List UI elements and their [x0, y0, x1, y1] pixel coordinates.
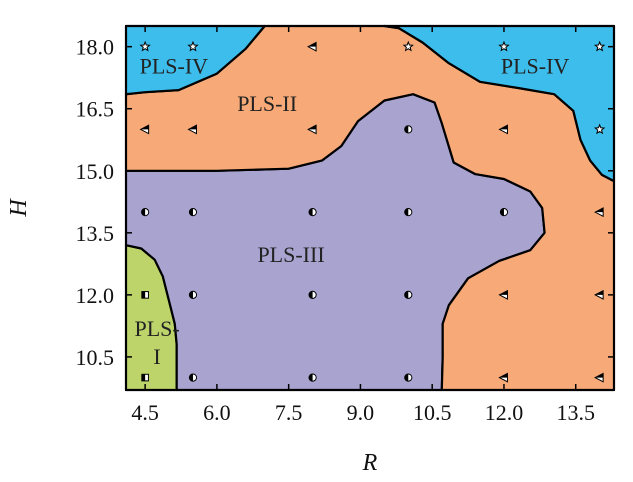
data-point-triangle-28: [498, 372, 508, 383]
y-tick-label-2: 13.5: [76, 221, 115, 246]
data-point-triangle-2: [307, 41, 317, 52]
data-point-triangle-29: [594, 372, 604, 383]
x-axis-title: R: [362, 450, 378, 476]
region-label-2: PLS-II: [237, 91, 297, 116]
data-point-circle-14: [308, 208, 317, 217]
data-point-triangle-7: [187, 124, 197, 135]
y-tick-label-4: 16.5: [76, 97, 115, 122]
y-tick-label-3: 15.0: [76, 159, 115, 184]
data-point-triangle-17: [594, 207, 604, 218]
data-point-circle-25: [188, 373, 198, 382]
data-point-star-0: [139, 40, 151, 52]
region-pls-iv-4: [383, 24, 616, 183]
region-label-3: PLS-III: [257, 242, 324, 267]
data-point-circle-27: [404, 373, 413, 382]
data-point-star-11: [593, 123, 606, 135]
points-layer: [139, 40, 606, 383]
region-label-4: PLS-I: [134, 316, 179, 369]
x-tick-label-4: 10.5: [413, 400, 452, 425]
region-label-1: PLS-IV: [501, 54, 570, 79]
region-labels-layer: PLS-IV PLS-IV PLS-II PLS-III PLS-I: [134, 54, 569, 370]
y-tick-label-1: 12.0: [76, 283, 115, 308]
data-point-star-1: [187, 40, 199, 52]
region-label-0: PLS-IV: [140, 54, 209, 79]
data-point-star-4: [498, 40, 510, 52]
y-tick-label-5: 18.0: [76, 35, 115, 60]
data-point-star-5: [593, 40, 606, 52]
x-tick-label-2: 7.5: [275, 400, 303, 425]
data-point-square-24: [141, 373, 149, 382]
data-point-triangle-23: [594, 289, 604, 300]
data-point-circle-9: [404, 125, 413, 134]
data-point-triangle-10: [498, 124, 508, 135]
data-point-circle-13: [188, 208, 198, 217]
data-point-circle-26: [308, 373, 317, 382]
x-tick-label-6: 13.5: [556, 400, 595, 425]
x-tick-label-5: 12.0: [485, 400, 524, 425]
data-point-circle-21: [404, 290, 413, 299]
data-point-star-3: [402, 40, 414, 52]
data-point-circle-16: [499, 208, 509, 217]
data-point-triangle-8: [307, 124, 317, 135]
y-tick-label-0: 10.5: [76, 345, 115, 370]
data-point-circle-20: [308, 290, 317, 299]
y-axis-title: H: [6, 198, 32, 218]
data-point-triangle-22: [498, 289, 508, 300]
regions-layer: [124, 24, 616, 392]
data-point-circle-15: [404, 208, 413, 217]
x-tick-label-1: 6.0: [203, 400, 231, 425]
plot-frame: [125, 25, 615, 391]
axes-layer: 4.5 6.0 7.5 9.0 10.5 12.0 13.5 10.5 12.0 13.5 15.0…: [76, 26, 614, 425]
data-point-square-18: [141, 291, 149, 299]
data-point-triangle-6: [139, 124, 150, 135]
x-tick-label-3: 9.0: [347, 400, 375, 425]
data-point-circle-12: [141, 208, 150, 217]
data-point-circle-19: [188, 290, 198, 299]
x-tick-label-0: 4.5: [131, 400, 159, 425]
